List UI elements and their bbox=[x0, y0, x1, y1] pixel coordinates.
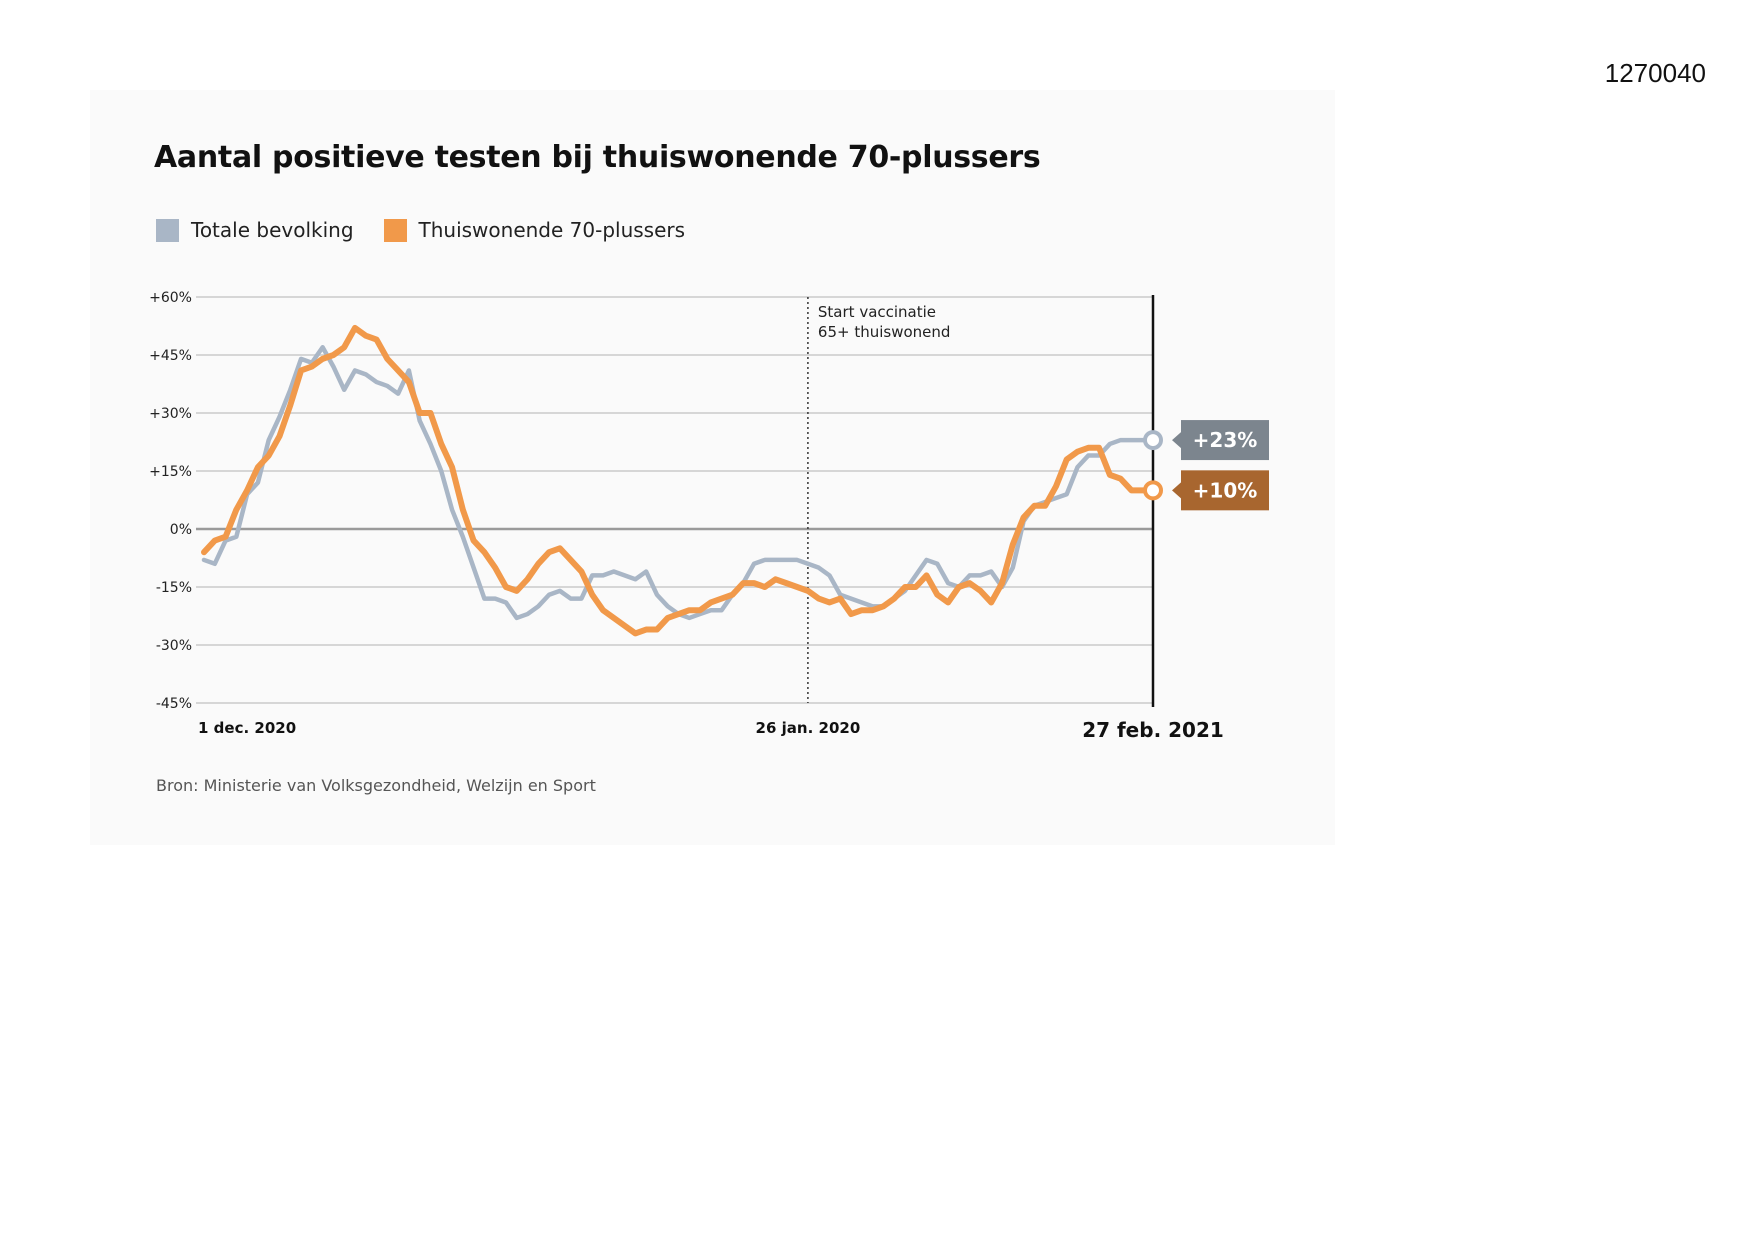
annotation-label: Start vaccinatie bbox=[818, 303, 936, 321]
y-tick-label: +15% bbox=[149, 464, 192, 480]
y-tick-label: +60% bbox=[149, 290, 192, 306]
series-line-thuiswonende-70-plussers bbox=[201, 324, 1156, 637]
end-marker bbox=[1143, 430, 1163, 451]
y-tick-label: 0% bbox=[170, 522, 192, 538]
y-tick-label: -45% bbox=[156, 696, 192, 712]
end-marker bbox=[1143, 480, 1163, 501]
callout-box bbox=[1181, 420, 1269, 461]
chart-card: Aantal positieve testen bij thuiswonende… bbox=[90, 90, 1335, 845]
legend-label-thuiswonende-70-plussers: Thuiswonende 70-plussers bbox=[418, 218, 686, 242]
x-tick-label: 1 dec. 2020 bbox=[198, 719, 296, 737]
callout-box bbox=[1181, 470, 1269, 511]
series-line-totale-bevolking bbox=[201, 345, 1156, 621]
callout-pointer bbox=[1172, 432, 1181, 449]
x-tick-label: 26 jan. 2020 bbox=[756, 719, 861, 737]
callout-label: +10% bbox=[1193, 478, 1258, 502]
legend-label-totale-bevolking: Totale bevolking bbox=[191, 218, 354, 242]
x-tick-label: 27 feb. 2021 bbox=[1082, 718, 1224, 742]
source-note: Bron: Ministerie van Volksgezondheid, We… bbox=[156, 776, 596, 795]
y-tick-label: +30% bbox=[149, 406, 192, 422]
legend-item-thuiswonende-70-plussers: Thuiswonende 70-plussers bbox=[383, 218, 686, 242]
y-tick-label: +45% bbox=[149, 348, 192, 364]
callout-label: +23% bbox=[1193, 428, 1258, 452]
legend-swatch-thuiswonende-70-plussers bbox=[383, 218, 407, 242]
annotation-label: 65+ thuiswonend bbox=[818, 323, 951, 341]
line-chart: +60% +45% +30% +15% 0% -15% -30% -45% Start vacc… bbox=[149, 290, 1269, 742]
y-tick-label: -30% bbox=[156, 638, 192, 654]
legend-item-totale-bevolking: Totale bevolking bbox=[156, 218, 354, 242]
document-id: 1270040 bbox=[1604, 58, 1706, 88]
legend-swatch-totale-bevolking bbox=[156, 218, 179, 242]
y-tick-label: -15% bbox=[156, 580, 192, 596]
callout-pointer bbox=[1172, 482, 1181, 499]
legend: Totale bevolking Thuiswonende 70-plusser… bbox=[156, 218, 715, 242]
chart-title: Aantal positieve testen bij thuiswonende… bbox=[154, 140, 1041, 175]
